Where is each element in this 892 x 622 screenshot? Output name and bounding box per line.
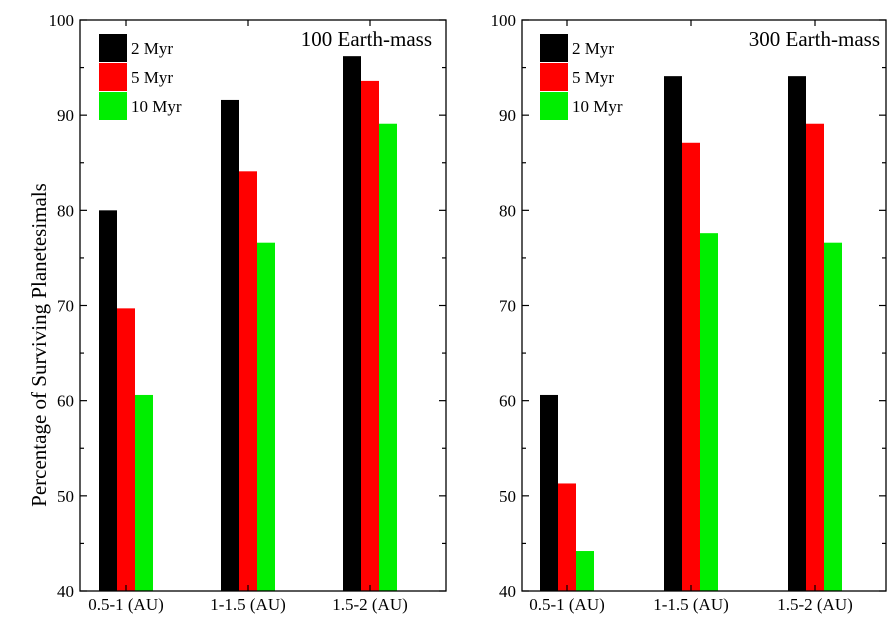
panel-300-earth-mass: 40 50 60 70 80 90 100 0.5-1 (AU) 1-1.5 (AU) 1.5-2…	[491, 11, 887, 614]
x-category-label: 1-1.5 (AU)	[210, 595, 286, 614]
y-axis-label: Percentage of Surviving Planetesimals	[27, 183, 51, 507]
x-category-label: 0.5-1 (AU)	[529, 595, 605, 614]
bar-10-myr-1	[257, 242, 275, 591]
y-tick-label: 90	[57, 106, 74, 125]
y-tick-label: 90	[499, 106, 516, 125]
legend-swatch-10-myr	[540, 92, 568, 120]
legend-swatch-5-myr	[540, 63, 568, 91]
y-tick-label: 80	[499, 201, 516, 220]
legend-label: 2 Myr	[572, 39, 614, 58]
x-category-label: 0.5-1 (AU)	[88, 595, 164, 614]
bar-2-myr-0	[540, 394, 558, 591]
bar-10-myr-0	[576, 551, 594, 591]
bar-10-myr-0	[135, 394, 153, 591]
bar-10-myr-2	[379, 123, 397, 592]
y-tick-label: 70	[57, 297, 74, 316]
legend-swatch-5-myr	[99, 63, 127, 91]
bar-5-myr-2	[806, 123, 824, 592]
legend-label: 2 Myr	[131, 39, 173, 58]
legend-swatch-2-myr	[540, 34, 568, 62]
legend-label: 10 Myr	[131, 97, 182, 116]
y-tick-label: 100	[491, 11, 517, 30]
x-category-label: 1-1.5 (AU)	[653, 595, 729, 614]
legend-label: 5 Myr	[572, 68, 614, 87]
bar-2-myr-1	[664, 76, 682, 592]
bar-2-myr-1	[221, 99, 239, 591]
bar-10-myr-1	[700, 233, 718, 591]
bar-5-myr-1	[239, 171, 257, 591]
y-tick-label: 60	[499, 392, 516, 411]
y-tick-label: 70	[499, 297, 516, 316]
legend-swatch-2-myr	[99, 34, 127, 62]
panel-title: 300 Earth-mass	[749, 27, 880, 51]
x-category-label: 1.5-2 (AU)	[332, 595, 408, 614]
bar-5-myr-0	[558, 483, 576, 591]
y-tick-label: 50	[57, 487, 74, 506]
y-tick-label: 50	[499, 487, 516, 506]
bar-2-myr-2	[788, 76, 806, 592]
bar-5-myr-1	[682, 142, 700, 591]
y-tick-label: 100	[49, 11, 75, 30]
x-category-label: 1.5-2 (AU)	[777, 595, 853, 614]
bar-2-myr-2	[343, 56, 361, 592]
legend-swatch-10-myr	[99, 92, 127, 120]
y-tick-label: 40	[57, 582, 74, 601]
y-tick-label: 60	[57, 392, 74, 411]
bar-2-myr-0	[99, 210, 117, 592]
bar-10-myr-2	[824, 242, 842, 591]
bar-5-myr-2	[361, 80, 379, 591]
panel-100-earth-mass: 40 50 60 70 80 90 100 0.5-1 (AU) 1-1.5 (AU) 1.5-2…	[49, 11, 447, 614]
y-tick-label: 80	[57, 201, 74, 220]
legend-label: 5 Myr	[131, 68, 173, 87]
legend-label: 10 Myr	[572, 97, 623, 116]
panel-title: 100 Earth-mass	[301, 27, 432, 51]
bar-5-myr-0	[117, 308, 135, 591]
y-tick-label: 40	[499, 582, 516, 601]
